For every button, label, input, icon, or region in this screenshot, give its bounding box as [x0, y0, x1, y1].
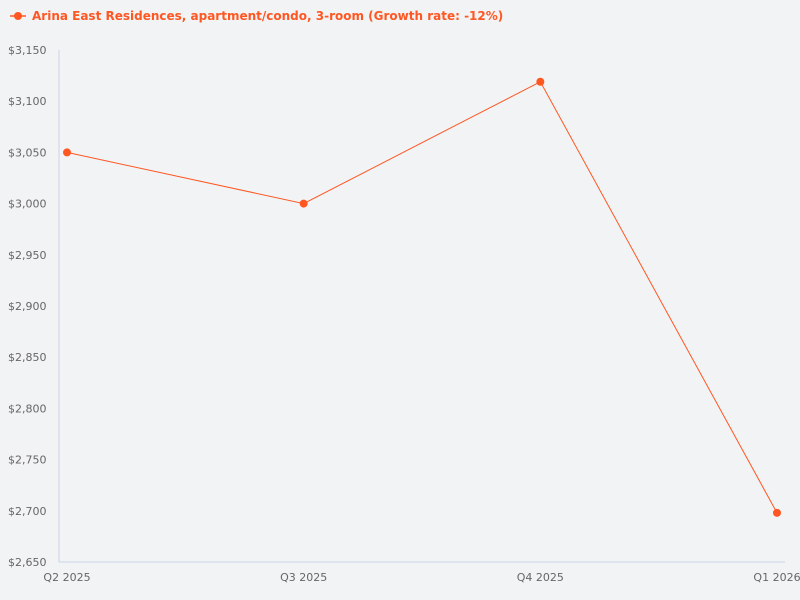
y-tick-label: $2,800: [8, 402, 47, 415]
data-point: [773, 508, 781, 517]
y-tick-label: $3,000: [8, 198, 47, 211]
legend-marker-icon: [10, 12, 26, 20]
x-tick-label: Q3 2025: [280, 571, 327, 584]
x-tick-label: Q1 2026: [753, 571, 800, 584]
y-tick-label: $2,650: [8, 556, 47, 569]
y-tick-label: $3,100: [8, 95, 47, 108]
y-tick-label: $3,050: [8, 146, 47, 159]
legend-item[interactable]: Arina East Residences, apartment/condo, …: [10, 9, 503, 23]
legend-label: Arina East Residences, apartment/condo, …: [32, 9, 504, 23]
y-tick-label: $3,150: [8, 44, 47, 57]
y-tick-label: $2,950: [8, 249, 47, 262]
x-tick-label: Q2 2025: [43, 571, 90, 584]
data-point: [63, 148, 71, 157]
data-point: [299, 199, 308, 208]
y-tick-label: $2,750: [8, 454, 47, 467]
y-tick-label: $2,700: [8, 505, 47, 518]
y-tick-label: $2,900: [8, 300, 47, 313]
series-line: [66, 81, 778, 514]
data-point: [536, 77, 545, 86]
y-tick-label: $2,850: [8, 351, 47, 364]
x-tick-label: Q4 2025: [517, 571, 564, 584]
